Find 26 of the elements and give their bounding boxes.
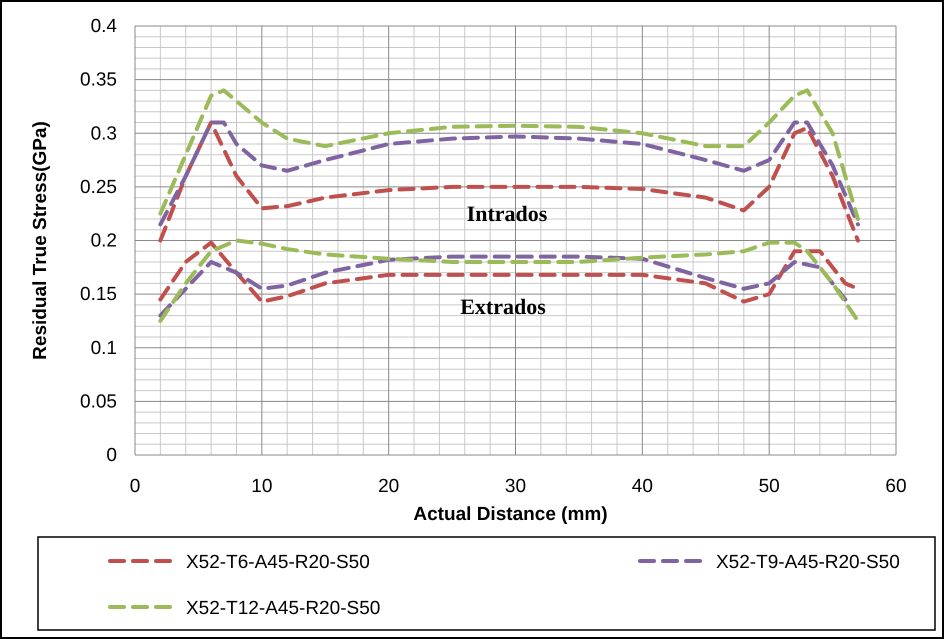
x-tick-label: 20	[378, 476, 400, 497]
x-axis-title: Actual Distance (mm)	[413, 504, 608, 525]
y-tick-label: 0	[106, 445, 117, 466]
x-tick-label: 10	[251, 476, 272, 497]
y-tick-label: 0.15	[80, 284, 117, 306]
legend-label: X52-T12-A45-R20-S50	[186, 598, 380, 619]
line-series	[158, 88, 860, 222]
annotation: Intrados	[466, 201, 548, 226]
y-tick-label: 0.2	[90, 230, 117, 252]
x-tick-label: 30	[504, 476, 526, 497]
y-tick-label: 0.35	[80, 70, 117, 91]
annotation: Extrados	[460, 294, 546, 319]
legend-label: X52-T6-A45-R20-S50	[186, 552, 370, 573]
legend-label: X52-T9-A45-R20-S50	[716, 552, 900, 573]
y-tick-label: 0.4	[90, 16, 118, 37]
x-tick-label: 40	[632, 476, 653, 497]
y-tick-label: 0.3	[90, 123, 117, 144]
x-tick-label: 60	[885, 476, 907, 497]
y-tick-label: 0.25	[80, 176, 117, 198]
y-axis-title: Residual True Stress(GPa)	[30, 121, 51, 360]
line-series	[158, 238, 860, 323]
y-tick-label: 0.1	[90, 338, 117, 359]
x-tick-label: 50	[758, 476, 780, 497]
line-series	[158, 254, 848, 318]
y-tick-label: 0.05	[80, 391, 117, 412]
x-tick-label: 0	[130, 476, 140, 497]
